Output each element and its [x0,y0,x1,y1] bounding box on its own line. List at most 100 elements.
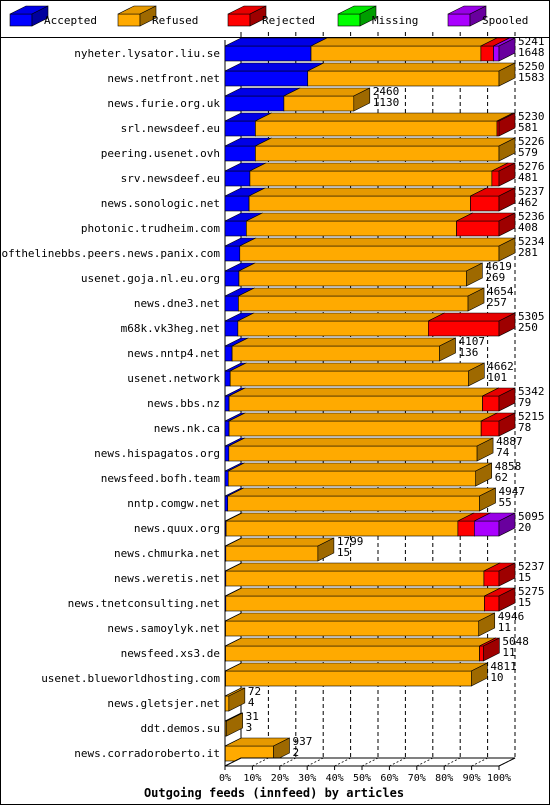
value-accepted: 1130 [373,96,400,109]
row-label: news.corradoroberto.it [74,747,220,760]
bar-row-news-weretis-net [224,562,516,587]
bar-segment-refused [248,187,487,212]
row-label: news.quux.org [134,522,220,535]
value-accepted: 408 [518,221,538,234]
legend-label-refused: Refused [152,14,198,27]
bar-row-ddt-demos-su [224,712,243,737]
value-accepted: 281 [518,246,538,259]
value-accepted: 15 [518,596,531,609]
legend-swatch-accepted [9,5,49,27]
bar-row-news-nntp4-net [224,337,456,362]
bar-segment-refused [227,462,493,487]
bar-segment-refused [228,412,498,437]
value-accepted: 11 [498,621,511,634]
value-total: 5275 [518,585,545,598]
value-total: 5236 [518,210,545,223]
value-total: 4946 [498,610,525,623]
legend-swatch-refused [117,5,157,27]
row-label: news.netfront.net [107,72,220,85]
value-total: 1799 [337,535,364,548]
value-accepted: 11 [502,646,515,659]
x-tick-label: 90% [463,773,481,784]
value-total: 72 [248,685,261,698]
legend: Accepted Refused Rejected Missing Spooled [9,5,528,27]
value-total: 5237 [518,560,545,573]
row-label: photonic.trudheim.com [81,222,220,235]
row-label: newsfeed.xs3.de [121,647,220,660]
row-label: srv.newsdeef.eu [121,172,220,185]
bar-row-photonic-trudheim-com [224,212,516,237]
x-tick-label: 10% [243,773,261,784]
value-accepted: 250 [518,321,538,334]
x-tick-depth [361,757,379,767]
bar-segment-refused [255,112,514,137]
bar-segment-refused [237,312,445,337]
legend-swatch-missing [337,5,377,27]
bar-row-news-netfront-net [224,62,516,87]
bar-segment-refused [239,237,516,262]
bar-segment-rejected [496,112,516,137]
bar-segment-refused [229,362,485,387]
x-tick-depth [389,757,406,767]
bar-row-news-quux-org [224,512,516,537]
value-total: 5230 [518,110,545,123]
bar-segment-refused [238,287,485,312]
x-axis: 0% 10% 20% 30% 40% 50% 60% 70% 80% 90% 100% [219,757,516,784]
x-tick-label: 70% [408,773,426,784]
x-tick-depth [307,757,324,767]
value-total: 4654 [487,285,514,298]
value-accepted: 101 [487,371,507,384]
row-label: usenet.goja.nl.eu.org [81,272,220,285]
value-total: 4107 [459,335,486,348]
value-accepted: 462 [518,196,538,209]
bar-segment-refused [224,687,246,712]
bar-row-news-dne3-net [224,287,485,312]
value-total: 4662 [487,360,514,373]
value-total: 5250 [518,60,545,73]
value-total: 5226 [518,135,545,148]
value-accepted: 481 [518,171,538,184]
bars [224,37,516,762]
legend-label-accepted: Accepted [44,14,97,27]
x-tick-depth [498,757,516,767]
bar-segment-refused [228,387,499,412]
chart-title: Outgoing feeds (innfeed) by articles [144,786,404,800]
value-accepted: 15 [337,546,350,559]
value-total: 4858 [495,460,521,473]
bar-row-news-sonologic-net [224,187,516,212]
value-accepted: 55 [499,496,512,509]
row-label: news.weretis.net [114,572,220,585]
x-tick-label: 60% [380,773,398,784]
bar-row-usenet-blueworldhosting-com [224,662,488,687]
value-accepted: 78 [518,421,531,434]
bar-segment-refused [224,737,290,762]
value-accepted: 1583 [518,71,545,84]
bar-row-news-chmurka-net [224,537,335,562]
bar-segment-refused [225,512,475,537]
value-accepted: 10 [490,671,503,684]
legend-swatch-spooled [447,5,487,27]
row-label: news.furie.org.uk [107,97,220,110]
row-label: endofthelinebbs.peers.news.panix.com [0,247,220,260]
bar-row-news-gletsjer-net [224,687,246,712]
bar-segment-refused [225,612,496,637]
value-total: 937 [292,735,312,748]
x-tick-depth [444,757,461,767]
bar-segment-refused [246,212,473,237]
bar-segment-refused [225,587,501,612]
legend-label-missing: Missing [372,14,418,27]
bar-segment-rejected [484,587,516,612]
row-label: peering.usenet.ovh [101,147,220,160]
legend-swatch-rejected [227,5,267,27]
value-total: 5237 [518,185,545,198]
bar-row-usenet-goja-nl-eu-org [224,262,483,287]
value-total: 31 [246,710,259,723]
bar-segment-refused [255,137,516,162]
row-label: news.samoylyk.net [107,622,220,635]
value-accepted: 74 [496,446,510,459]
row-label: news.gletsjer.net [107,697,220,710]
row-label: nntp.comgw.net [127,497,220,510]
bar-segment-rejected [491,162,516,187]
row-label: newsfeed.bofh.team [101,472,221,485]
